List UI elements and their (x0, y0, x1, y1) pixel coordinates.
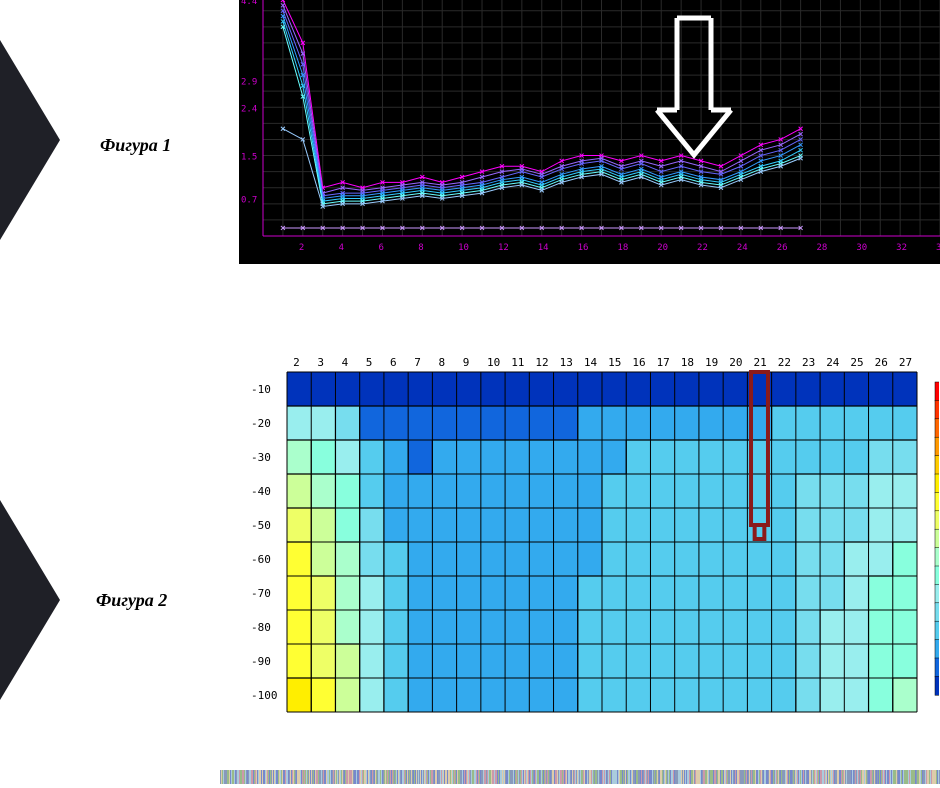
svg-text:2: 2 (299, 243, 304, 253)
svg-text:2.9: 2.9 (241, 77, 257, 87)
svg-text:-30: -30 (251, 451, 271, 464)
svg-text:0.7: 0.7 (241, 195, 257, 205)
svg-text:13: 13 (560, 356, 573, 369)
svg-text:4.4: 4.4 (241, 0, 257, 7)
svg-text:24: 24 (826, 356, 840, 369)
svg-text:30: 30 (856, 243, 867, 253)
chart2-heatmap: 2345678910111213141516171819202122232425… (239, 350, 939, 746)
svg-text:16: 16 (578, 243, 589, 253)
svg-text:10: 10 (487, 356, 500, 369)
svg-text:22: 22 (778, 356, 791, 369)
svg-text:18: 18 (681, 356, 694, 369)
svg-text:4: 4 (339, 243, 344, 253)
svg-text:8: 8 (439, 356, 446, 369)
svg-text:7: 7 (414, 356, 421, 369)
svg-text:12: 12 (535, 356, 548, 369)
svg-text:-60: -60 (251, 553, 271, 566)
svg-text:17: 17 (657, 356, 670, 369)
svg-text:10: 10 (458, 243, 469, 253)
svg-text:1.5: 1.5 (241, 153, 257, 163)
svg-text:8: 8 (418, 243, 423, 253)
svg-text:2.4: 2.4 (241, 104, 257, 114)
svg-text:16: 16 (632, 356, 645, 369)
svg-text:34: 34 (936, 243, 940, 253)
svg-text:21: 21 (754, 356, 767, 369)
svg-text:15: 15 (608, 356, 621, 369)
svg-text:11: 11 (511, 356, 524, 369)
chart1-line-plot: 2468101214161820222426283032340.71.52.42… (239, 0, 940, 264)
svg-text:5: 5 (366, 356, 373, 369)
noise-strip (220, 770, 940, 784)
svg-text:18: 18 (617, 243, 628, 253)
svg-text:12: 12 (498, 243, 509, 253)
figure1-label: Фигура 1 (100, 135, 171, 156)
svg-text:3: 3 (317, 356, 324, 369)
svg-text:23: 23 (802, 356, 815, 369)
svg-text:-40: -40 (251, 485, 271, 498)
svg-text:28: 28 (817, 243, 828, 253)
svg-text:14: 14 (584, 356, 598, 369)
svg-text:-80: -80 (251, 621, 271, 634)
svg-text:-50: -50 (251, 519, 271, 532)
svg-text:32: 32 (896, 243, 907, 253)
svg-text:14: 14 (538, 243, 549, 253)
svg-text:-100: -100 (251, 689, 278, 702)
svg-text:27: 27 (899, 356, 912, 369)
svg-text:19: 19 (705, 356, 718, 369)
svg-text:24: 24 (737, 243, 748, 253)
svg-text:26: 26 (777, 243, 788, 253)
svg-text:20: 20 (657, 243, 668, 253)
svg-text:2: 2 (293, 356, 300, 369)
svg-text:20: 20 (729, 356, 742, 369)
svg-text:-10: -10 (251, 383, 271, 396)
svg-text:6: 6 (378, 243, 383, 253)
svg-text:26: 26 (875, 356, 888, 369)
svg-text:-70: -70 (251, 587, 271, 600)
svg-text:25: 25 (850, 356, 863, 369)
svg-text:22: 22 (697, 243, 708, 253)
svg-text:6: 6 (390, 356, 397, 369)
figure2-label: Фигура 2 (96, 590, 167, 611)
svg-text:-90: -90 (251, 655, 271, 668)
svg-text:4: 4 (342, 356, 349, 369)
svg-text:9: 9 (463, 356, 470, 369)
svg-text:-20: -20 (251, 417, 271, 430)
